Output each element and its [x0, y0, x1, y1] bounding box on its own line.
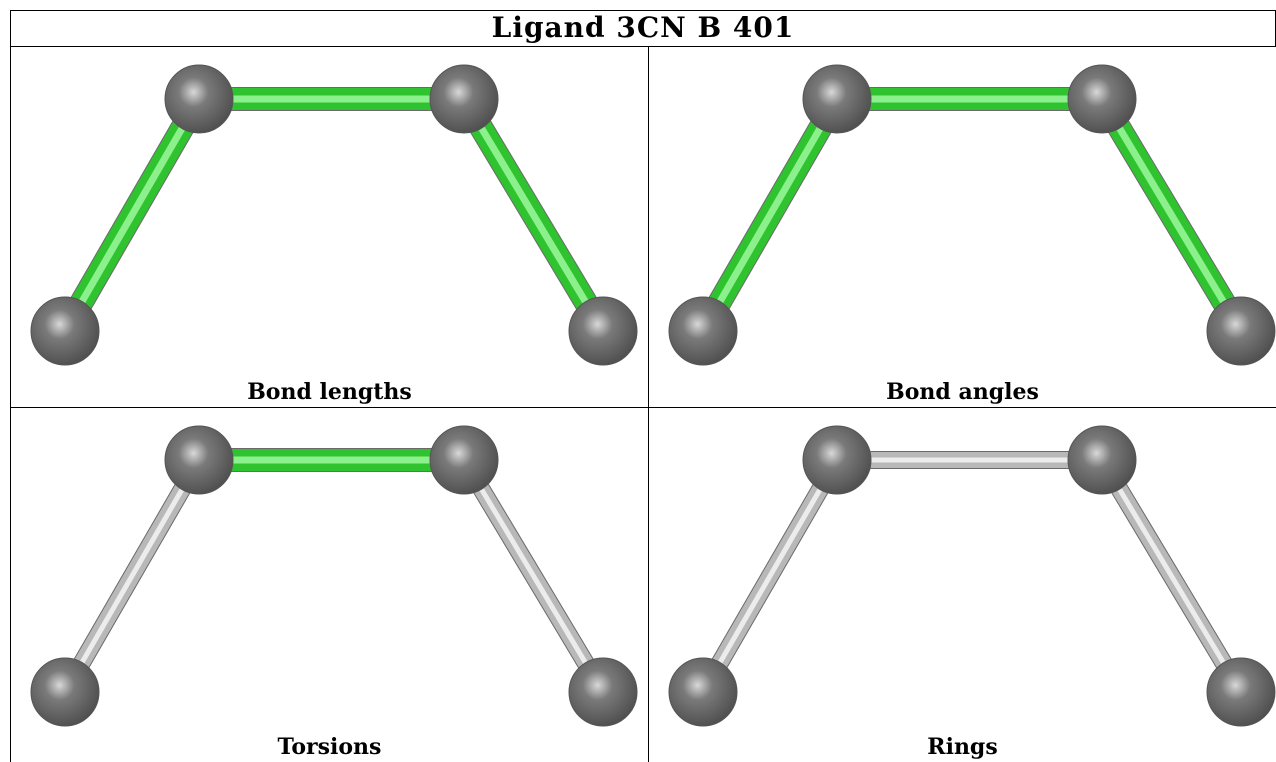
atom-3: [429, 425, 499, 495]
panel-bond-angles: Bond angles: [649, 47, 1276, 407]
panel-torsions: Torsions: [11, 408, 648, 762]
molecule-image: [30, 64, 638, 366]
molecule-image: [30, 425, 638, 727]
panel-caption: Rings: [927, 734, 998, 760]
bond-left: [57, 455, 207, 697]
atom-1: [30, 657, 100, 727]
bond-shine: [62, 458, 202, 694]
bond-right: [1094, 455, 1249, 697]
figure-grid: Ligand 3CN B 401 Bond lengths Bond angle…: [10, 10, 1276, 762]
atom-4: [1206, 296, 1276, 366]
atom-1: [30, 296, 100, 366]
atom-2: [164, 64, 234, 134]
molecule-image: [668, 425, 1276, 727]
atom-2: [802, 425, 872, 495]
figure-title: Ligand 3CN B 401: [491, 11, 795, 44]
panel-caption: Bond lengths: [247, 379, 412, 405]
bond-left: [54, 92, 210, 338]
bond-right: [453, 92, 614, 338]
atom-2: [164, 425, 234, 495]
bond-shine: [1098, 97, 1245, 333]
atom-4: [1206, 657, 1276, 727]
bond-shine: [460, 97, 607, 333]
panel-rings: Rings: [649, 408, 1276, 762]
bond-shine: [61, 97, 203, 333]
atom-3: [1067, 64, 1137, 134]
row-divider: [10, 407, 1276, 408]
atom-3: [429, 64, 499, 134]
bond-shine: [700, 458, 840, 694]
atom-3: [1067, 425, 1137, 495]
bond-shine: [699, 97, 841, 333]
bond-shine: [461, 458, 606, 694]
atom-1: [668, 296, 738, 366]
bond-left: [695, 455, 845, 697]
atom-2: [802, 64, 872, 134]
atom-4: [568, 657, 638, 727]
atom-4: [568, 296, 638, 366]
bond-right: [456, 455, 611, 697]
bond-right: [1091, 92, 1252, 338]
molecule-image: [668, 64, 1276, 366]
left-border: [10, 10, 11, 762]
title-divider: [10, 46, 1276, 47]
panel-caption: Bond angles: [886, 379, 1039, 405]
bond-left: [692, 92, 848, 338]
panel-caption: Torsions: [277, 734, 382, 760]
column-divider: [648, 46, 649, 762]
bond-shine: [1099, 458, 1244, 694]
panel-bond-lengths: Bond lengths: [11, 47, 648, 407]
atom-1: [668, 657, 738, 727]
top-border: [10, 10, 1276, 11]
